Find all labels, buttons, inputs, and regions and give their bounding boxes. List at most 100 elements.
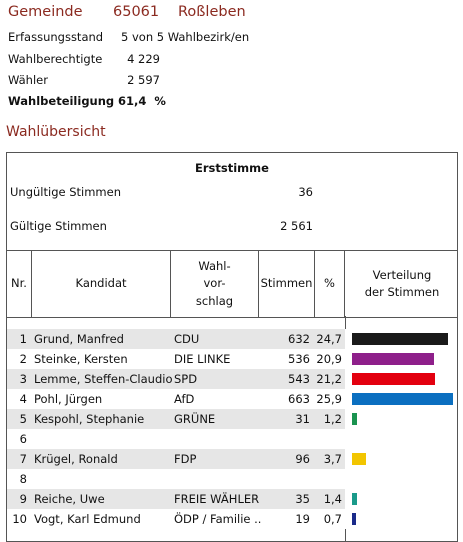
col-wahlvorschlag: Wahl- vor- schlag bbox=[171, 251, 259, 317]
party-name: SPD bbox=[174, 372, 198, 386]
meta-label: Wähler bbox=[8, 73, 48, 87]
bar-cell bbox=[345, 449, 457, 469]
vote-bar bbox=[352, 513, 356, 525]
votes-count: 19 bbox=[295, 512, 310, 526]
bar-cell bbox=[345, 409, 457, 429]
table-row: 3 Lemme, Steffen-Claudio SPD 543 21,2 bbox=[7, 369, 457, 389]
votes-percent: 24,7 bbox=[316, 332, 342, 346]
col-verteilung: Verteilung der Stimmen bbox=[364, 267, 440, 299]
votes-count: 663 bbox=[288, 392, 310, 406]
votes-percent: 25,9 bbox=[316, 392, 342, 406]
candidate-name: Grund, Manfred bbox=[34, 332, 124, 346]
votes-percent: 20,9 bbox=[316, 352, 342, 366]
party-name: GRÜNE bbox=[174, 412, 216, 426]
bar-cell bbox=[345, 349, 457, 369]
votes-count: 632 bbox=[288, 332, 310, 346]
candidate-name: Vogt, Karl Edmund bbox=[34, 512, 141, 526]
vote-bar bbox=[352, 493, 358, 505]
votes-count: 536 bbox=[288, 352, 310, 366]
votes-percent: 0,7 bbox=[323, 512, 342, 526]
bar-cell bbox=[345, 429, 457, 449]
candidate-name: Reiche, Uwe bbox=[34, 492, 105, 506]
party-name: FREIE WÄHLER bbox=[174, 492, 260, 506]
valid-value: 2 561 bbox=[280, 219, 313, 233]
party-name: ÖDP / Familie .. bbox=[174, 512, 262, 526]
vote-bar bbox=[352, 413, 357, 425]
party-name: AfD bbox=[174, 392, 195, 406]
table-row: 2 Steinke, Kersten DIE LINKE 536 20,9 bbox=[7, 349, 457, 369]
col-pct: % bbox=[315, 251, 345, 317]
header-name: Roßleben bbox=[178, 4, 246, 20]
header-label: Gemeinde bbox=[8, 4, 83, 20]
bar-cell bbox=[345, 369, 457, 389]
row-nr: 8 bbox=[19, 472, 27, 486]
table-row: 1 Grund, Manfred CDU 632 24,7 bbox=[7, 329, 457, 349]
results-table: Erststimme Ungültige Stimmen 36 Gültige … bbox=[6, 152, 458, 542]
meta-value: 4 229 bbox=[127, 52, 160, 66]
candidate-name: Lemme, Steffen-Claudio bbox=[34, 372, 173, 386]
votes-count: 31 bbox=[295, 412, 310, 426]
votes-percent: 1,2 bbox=[323, 412, 342, 426]
vote-bar bbox=[352, 373, 435, 385]
votes-count: 543 bbox=[288, 372, 310, 386]
table-row: 5 Kespohl, Stephanie GRÜNE 31 1,2 bbox=[7, 409, 457, 429]
votes-percent: 1,4 bbox=[323, 492, 342, 506]
votes-percent: 21,2 bbox=[316, 372, 342, 386]
vote-bar bbox=[352, 453, 367, 465]
candidate-name: Krügel, Ronald bbox=[34, 452, 118, 466]
row-nr: 10 bbox=[12, 512, 27, 526]
row-nr: 2 bbox=[19, 352, 27, 366]
party-name: FDP bbox=[174, 452, 197, 466]
bar-cell bbox=[345, 329, 457, 349]
valid-label: Gültige Stimmen bbox=[10, 219, 107, 233]
meta-value: 5 von 5 Wahlbezirk/en bbox=[121, 30, 250, 44]
party-name: DIE LINKE bbox=[174, 352, 231, 366]
invalid-value: 36 bbox=[298, 185, 313, 199]
meta-waehler: Wähler 2 597 bbox=[8, 73, 160, 87]
meta-label: Erfassungsstand bbox=[8, 30, 104, 44]
meta-wahlberechtigte: Wahlberechtigte 4 229 bbox=[8, 52, 160, 66]
row-nr: 7 bbox=[19, 452, 27, 466]
valid-votes-row: Gültige Stimmen 2 561 bbox=[10, 219, 313, 233]
col-nr: Nr. bbox=[7, 251, 32, 317]
col-kandidat: Kandidat bbox=[32, 251, 171, 317]
candidate-name: Steinke, Kersten bbox=[34, 352, 128, 366]
invalid-votes-row: Ungültige Stimmen 36 bbox=[10, 185, 313, 199]
meta-wahlbeteiligung: Wahlbeteiligung 61,4 % bbox=[8, 94, 166, 108]
meta-value: 2 597 bbox=[127, 73, 160, 87]
table-header: Nr. Kandidat Wahl- vor- schlag Stimmen %… bbox=[7, 250, 457, 318]
row-nr: 9 bbox=[19, 492, 27, 506]
col-stimmen: Stimmen bbox=[259, 251, 315, 317]
table-row: 4 Pohl, Jürgen AfD 663 25,9 bbox=[7, 389, 457, 409]
invalid-label: Ungültige Stimmen bbox=[10, 185, 121, 199]
candidate-name: Pohl, Jürgen bbox=[34, 392, 103, 406]
bar-cell bbox=[345, 389, 457, 409]
overview-title: Wahlübersicht bbox=[6, 124, 106, 140]
vote-bar bbox=[352, 353, 434, 365]
table-row: 8 bbox=[7, 469, 457, 489]
row-nr: 6 bbox=[19, 432, 27, 446]
erststimme-title: Erststimme bbox=[195, 161, 269, 175]
votes-count: 35 bbox=[295, 492, 310, 506]
row-nr: 3 bbox=[19, 372, 27, 386]
votes-count: 96 bbox=[295, 452, 310, 466]
vote-bar bbox=[352, 393, 453, 405]
bar-cell bbox=[345, 469, 457, 489]
vote-bar bbox=[352, 333, 449, 345]
table-row: 9 Reiche, Uwe FREIE WÄHLER 35 1,4 bbox=[7, 489, 457, 509]
row-nr: 4 bbox=[19, 392, 27, 406]
row-nr: 5 bbox=[19, 412, 27, 426]
table-row: 7 Krügel, Ronald FDP 96 3,7 bbox=[7, 449, 457, 469]
meta-label: Wahlberechtigte bbox=[8, 52, 103, 66]
meta-value: 61,4 % bbox=[118, 94, 166, 108]
header-code: 65061 bbox=[113, 4, 160, 20]
bar-cell bbox=[345, 509, 457, 529]
meta-erfassungsstand: Erfassungsstand 5 von 5 Wahlbezirk/en bbox=[8, 30, 249, 44]
bar-cell bbox=[345, 489, 457, 509]
meta-label: Wahlbeteiligung bbox=[8, 94, 115, 108]
row-nr: 1 bbox=[19, 332, 27, 346]
party-name: CDU bbox=[174, 332, 200, 346]
votes-percent: 3,7 bbox=[323, 452, 342, 466]
table-row: 10 Vogt, Karl Edmund ÖDP / Familie .. 19 0,7 bbox=[7, 509, 457, 529]
table-row: 6 bbox=[7, 429, 457, 449]
